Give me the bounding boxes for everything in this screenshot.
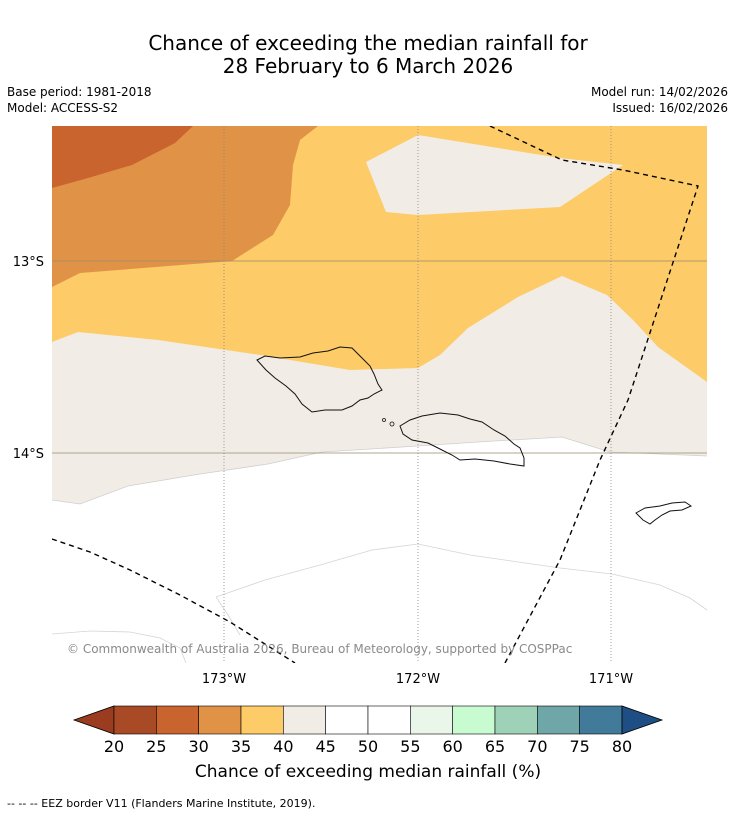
model-name: Model: ACCESS-S2 [7,101,119,115]
colorbar-segment [240,705,284,735]
lon-label-171w: 171°W [589,672,633,687]
colorbar-segment [452,705,496,735]
lat-label-14s: 14°S [13,447,44,462]
colorbar-segment [579,705,623,735]
colorbar-segment [494,705,538,735]
colorbar-tick-label: 75 [569,737,590,756]
colorbar-segment [198,705,242,735]
lon-label-172w: 172°W [396,672,440,687]
map-area [52,126,707,663]
region-40-45-north [366,135,623,215]
colorbar-segment [156,705,199,735]
graticule-lat [52,260,707,454]
upolu-island [399,412,525,467]
eez-footnote: -- -- -- EEZ border V11 (Flanders Marine… [7,797,316,810]
colorbar-segment [325,705,369,735]
graticule [223,126,612,663]
colorbar-segment [410,705,453,735]
colorbar-segment [537,705,580,735]
colorbar-under-extension [72,705,115,735]
lat-label-13s: 13°S [13,255,44,270]
colorbar-tick-label: 50 [357,737,379,756]
map-title-line1: Chance of exceeding the median rainfall … [148,31,588,55]
colorbar [72,705,664,735]
model-run: Model run: 14/02/2026 [590,85,728,99]
savaii-island [256,346,383,413]
colorbar-tick-label: 20 [103,737,125,756]
colorbar-segment [283,705,326,735]
colorbar-tick-label: 35 [230,737,252,756]
colorbar-tick-label: 25 [146,737,167,756]
colorbar-tick-label: 70 [527,737,548,756]
colorbar-over-extension [621,705,664,735]
colorbar-tick-label: 55 [400,737,421,756]
region-45-55 [52,437,707,663]
tutuila-island [635,501,693,525]
copyright-text: © Commonwealth of Australia 2026, Bureau… [67,642,572,656]
base-period: Base period: 1981-2018 [7,85,152,99]
lon-label-173w: 173°W [202,672,246,687]
meta-left: Base period: 1981-2018 Model: ACCESS-S2 [7,84,152,116]
colorbar-segment [367,705,411,735]
manono-island [382,418,386,422]
colorbar-tick-label: 65 [484,737,506,756]
colorbar-label: Chance of exceeding median rainfall (%) [194,762,542,782]
issued-date: Issued: 16/02/2026 [612,101,728,115]
colorbar-segment [113,705,157,735]
colorbar-tick-label: 80 [611,737,633,756]
contour-line [215,596,241,636]
colorbar-tick-label: 45 [315,737,336,756]
eez-border [52,126,699,663]
contour-line [52,436,707,505]
apolima-island [389,421,395,427]
meta-right: Model run: 14/02/2026 Issued: 16/02/2026 [591,84,728,116]
colorbar-tick-label: 30 [188,737,209,756]
contour-line [52,630,187,663]
colorbar-tick-label: 40 [273,737,294,756]
colorbar-tick-label: 60 [442,737,463,756]
region-25-30 [52,126,193,188]
map-title-line2: 28 February to 6 March 2026 [222,54,514,78]
contour-line [215,543,707,611]
